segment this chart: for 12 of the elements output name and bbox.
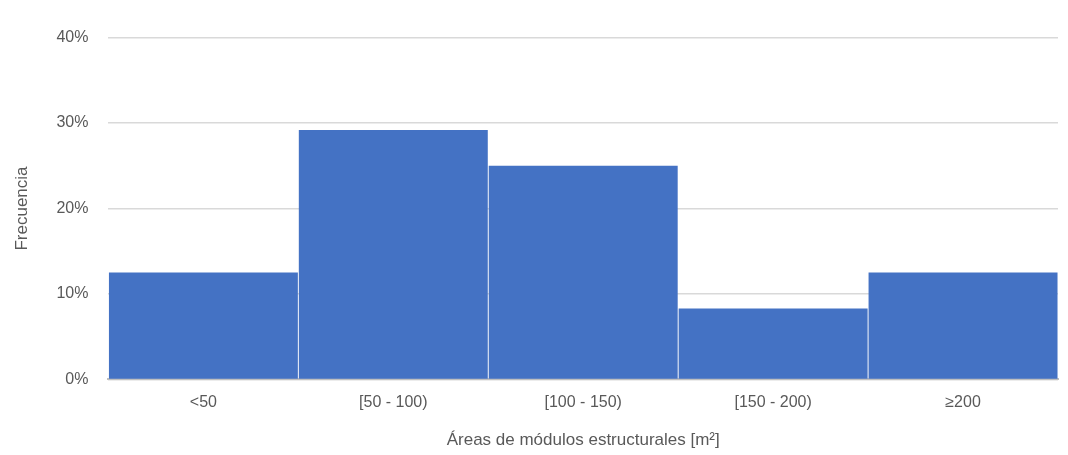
y-tick-label: 20% — [56, 198, 89, 216]
x-tick-label: [150 - 200) — [734, 393, 812, 411]
y-tick-label: 40% — [56, 28, 89, 46]
y-tick-label: 30% — [56, 113, 89, 131]
x-tick-label: [100 - 150) — [544, 393, 622, 411]
x-tick-label: ≥200 — [945, 393, 981, 411]
x-tick-label: [50 - 100) — [359, 393, 428, 411]
y-tick-label: 10% — [56, 284, 89, 302]
x-axis-title: Áreas de módulos estructurales [m²] — [446, 430, 720, 450]
y-tick-label: 0% — [65, 369, 89, 387]
y-axis-title: Frecuencia — [11, 165, 31, 251]
x-tick-label: <50 — [189, 393, 218, 411]
